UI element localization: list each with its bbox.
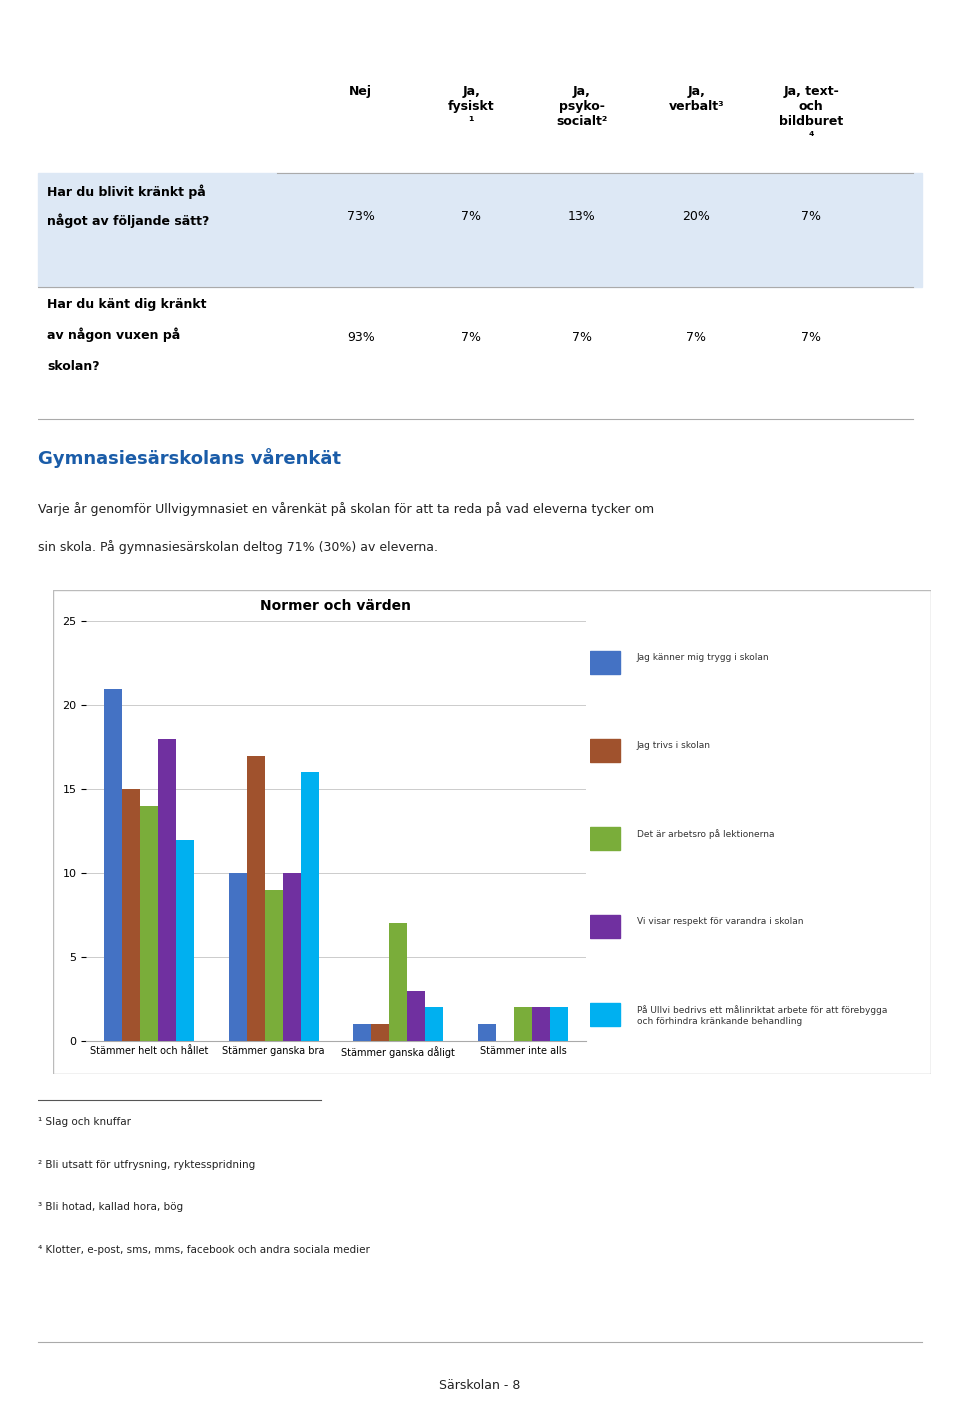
Bar [590,1003,620,1027]
Text: 73%: 73% [347,210,374,223]
Text: Har du känt dig kränkt: Har du känt dig kränkt [47,299,206,311]
Text: Nej: Nej [349,85,372,98]
Bar [425,1007,444,1041]
Bar [140,806,157,1041]
Text: 7%: 7% [461,331,481,344]
Text: något av följande sätt?: något av följande sätt? [47,213,209,228]
Text: Ja,
fysiskt
¹: Ja, fysiskt ¹ [448,85,494,128]
Text: Ja,
verbalt³: Ja, verbalt³ [668,85,724,114]
Text: 7%: 7% [802,210,821,223]
Text: 93%: 93% [347,331,374,344]
Text: av någon vuxen på: av någon vuxen på [47,327,180,341]
Bar [590,739,620,762]
Bar [228,873,247,1041]
Text: 20%: 20% [683,210,710,223]
Text: Ja, text-
och
bildburet
⁴: Ja, text- och bildburet ⁴ [780,85,843,144]
Bar [265,890,282,1041]
Title: Normer och värden: Normer och värden [260,599,412,613]
Text: Vi visar respekt för varandra i skolan: Vi visar respekt för varandra i skolan [636,917,804,926]
Bar [282,873,300,1041]
Text: På Ullvi bedrivs ett målinriktat arbete för att förebygga
och förhindra kränkand: På Ullvi bedrivs ett målinriktat arbete … [636,1005,887,1025]
Bar [372,1024,390,1041]
Text: skolan?: skolan? [47,360,100,374]
Text: sin skola. På gymnasiesärskolan deltog 71% (30%) av eleverna.: sin skola. På gymnasiesärskolan deltog 7… [38,540,439,555]
Text: Jag trivs i skolan: Jag trivs i skolan [636,741,710,749]
Bar [478,1024,496,1041]
Text: 7%: 7% [686,331,707,344]
Bar [550,1007,568,1041]
Text: 7%: 7% [571,331,591,344]
Text: ⁴ Klotter, e-post, sms, mms, facebook och andra sociala medier: ⁴ Klotter, e-post, sms, mms, facebook oc… [38,1244,371,1254]
Bar [157,739,176,1041]
Text: 7%: 7% [461,210,481,223]
Bar [300,772,319,1041]
Text: ³ Bli hotad, kallad hora, bög: ³ Bli hotad, kallad hora, bög [38,1202,183,1212]
Text: Har du blivit kränkt på: Har du blivit kränkt på [47,185,206,199]
Text: Varje år genomför Ullvigymnasiet en vårenkät på skolan för att ta reda på vad el: Varje år genomför Ullvigymnasiet en våre… [38,502,655,516]
Text: ¹ Slag och knuffar: ¹ Slag och knuffar [38,1118,132,1128]
Bar [176,839,194,1041]
Bar [515,1007,532,1041]
Text: 7%: 7% [802,331,821,344]
Text: Det är arbetsro på lektionerna: Det är arbetsro på lektionerna [636,829,775,839]
Bar [590,916,620,939]
Bar [532,1007,550,1041]
Text: Särskolan - 8: Särskolan - 8 [440,1379,520,1392]
Bar [104,688,122,1041]
Bar [247,755,265,1041]
Text: Normer och värden: Normer och värden [10,17,175,33]
Bar [590,828,620,850]
Bar [407,991,425,1041]
Text: Gymnasiesärskolans vårenkät: Gymnasiesärskolans vårenkät [38,448,342,468]
Bar [38,173,922,287]
Bar [122,789,140,1041]
Bar [353,1024,372,1041]
Text: ² Bli utsatt för utfrysning, ryktesspridning: ² Bli utsatt för utfrysning, ryktessprid… [38,1160,255,1170]
Bar [590,651,620,674]
Text: 13%: 13% [567,210,595,223]
Text: Ja,
psyko-
socialt²: Ja, psyko- socialt² [556,85,608,128]
Text: Jag känner mig trygg i skolan: Jag känner mig trygg i skolan [636,653,769,661]
Bar [390,923,407,1041]
